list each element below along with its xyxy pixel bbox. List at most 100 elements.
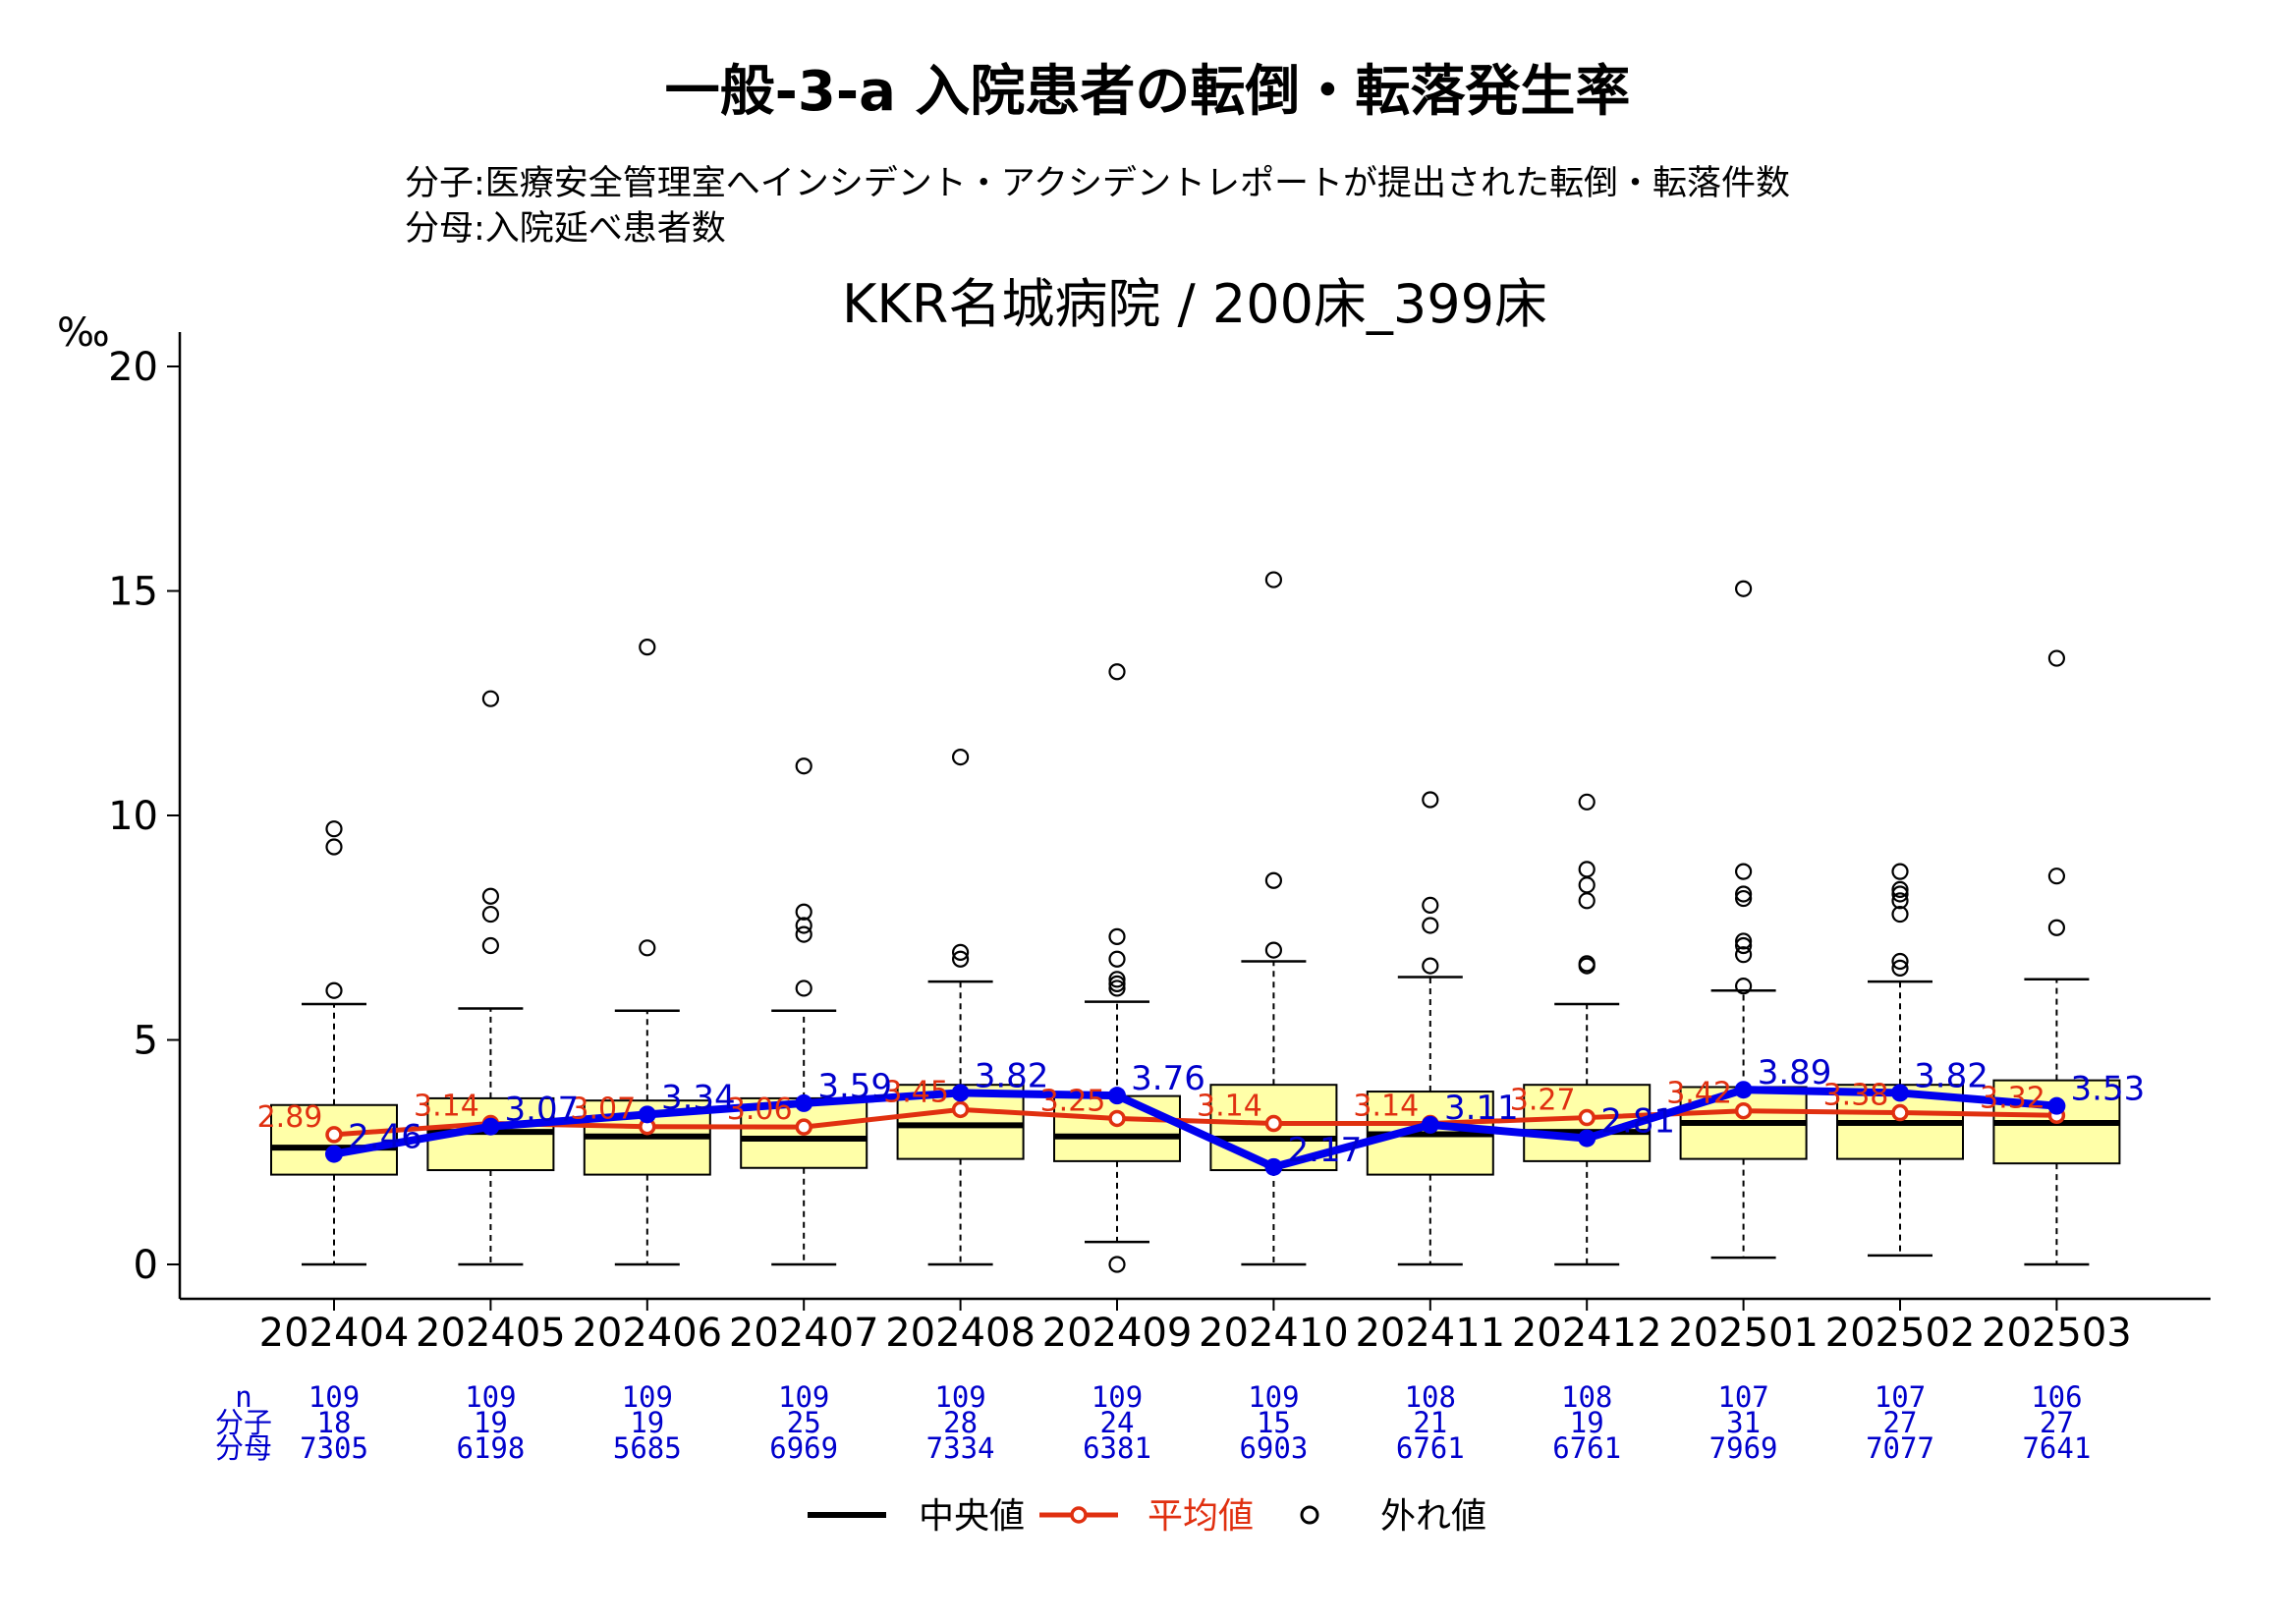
hospital-point: [1108, 1087, 1126, 1105]
boxplot-202411: [1366, 791, 1494, 1266]
table-cell: 28: [943, 1406, 978, 1439]
outlier-point: [1578, 861, 1596, 878]
mean-value-label: 3.42: [1666, 1077, 1732, 1111]
mean-value-label: 3.06: [727, 1092, 793, 1127]
hospital-value-label: 3.11: [1444, 1089, 1519, 1128]
outlier-point: [1891, 863, 1909, 880]
table-cell: 7969: [1709, 1431, 1778, 1465]
mean-value-label: 3.45: [883, 1075, 949, 1109]
outlier-point: [1108, 971, 1126, 988]
outlier-point: [1891, 905, 1909, 924]
outlier-point: [481, 905, 499, 924]
table-cell: 108: [1561, 1380, 1612, 1414]
table-row-label: n: [235, 1380, 252, 1414]
outlier-point: [1108, 950, 1126, 968]
outlier-point: [1578, 876, 1596, 894]
outlier-point: [1264, 941, 1283, 959]
outlier-point: [1422, 917, 1439, 934]
table-cell: 106: [2031, 1380, 2082, 1414]
x-tick-label: 202407: [729, 1311, 879, 1356]
outlier-point: [1734, 580, 1753, 597]
outlier-point: [795, 925, 812, 943]
hospital-value-label: 3.89: [1758, 1053, 1832, 1092]
x-tick-label: 202411: [1355, 1311, 1505, 1356]
x-tick-label: 202405: [416, 1311, 566, 1356]
hospital-value-label: 2.81: [1600, 1102, 1675, 1142]
outlier-point: [1734, 978, 1753, 995]
legend-outlier-swatch: [1300, 1505, 1319, 1525]
table-cell: 6761: [1552, 1431, 1621, 1465]
mean-value-label: 3.14: [1197, 1090, 1262, 1124]
outlier-point: [1734, 936, 1753, 955]
outlier-point: [1578, 793, 1596, 811]
hospital-point: [1891, 1084, 1909, 1102]
hospital-value-label: 3.53: [2071, 1070, 2146, 1109]
mean-value-label: 3.32: [1980, 1081, 2045, 1115]
legend-outlier-label: 外れ値: [1380, 1496, 1486, 1537]
outlier-point: [2047, 868, 2065, 885]
hospital-point: [1734, 1081, 1753, 1099]
legend-mean-swatch-point: [1070, 1506, 1088, 1524]
outlier-point: [951, 748, 970, 766]
table-cell: 109: [308, 1380, 360, 1414]
table-cell: 7077: [1866, 1431, 1934, 1465]
boxplot-202404: [270, 820, 398, 1266]
outlier-point: [481, 690, 499, 707]
boxplot-202412: [1523, 793, 1652, 1266]
mean-point: [325, 1126, 343, 1144]
x-tick-label: 202410: [1199, 1311, 1349, 1356]
hospital-value-label: 3.76: [1131, 1059, 1205, 1098]
table-cell: 19: [1570, 1406, 1604, 1439]
hospital-value-label: 3.82: [1914, 1056, 1988, 1095]
mean-point: [1891, 1103, 1909, 1122]
subtitle-numerator: 分子:医療安全管理室へインシデント・アクシデントレポートが提出された転倒・転落件…: [405, 164, 1790, 203]
outlier-point: [1891, 959, 1909, 977]
x-tick-label: 202502: [1825, 1311, 1976, 1356]
table-cell: 108: [1405, 1380, 1456, 1414]
table-cell: 107: [1717, 1380, 1768, 1414]
y-axis-unit-label: ‰: [57, 310, 110, 356]
table-cell: 7641: [2022, 1431, 2091, 1465]
boxplot-202408: [896, 748, 1025, 1266]
outlier-point: [951, 943, 970, 961]
table-cell: 107: [1875, 1380, 1926, 1414]
outlier-point: [1264, 871, 1283, 889]
y-tick-label: 20: [108, 345, 158, 390]
outlier-point: [1422, 896, 1439, 915]
chart-title: 一般-3-a 入院患者の転倒・転落発生率: [665, 60, 1631, 124]
table-cell: 109: [934, 1380, 985, 1414]
y-tick-label: 15: [108, 570, 158, 615]
x-tick-label: 202408: [885, 1311, 1036, 1356]
outlier-point: [1891, 880, 1909, 899]
table-cell: 24: [1100, 1406, 1135, 1439]
table-cell: 27: [1883, 1406, 1918, 1439]
table-cell: 15: [1257, 1406, 1291, 1439]
hospital-line: [333, 1086, 2057, 1171]
hospital-value-label: 3.59: [817, 1067, 892, 1106]
mean-value-label: 3.14: [414, 1090, 479, 1124]
hospital-point: [795, 1093, 813, 1112]
table-cell: 7305: [300, 1431, 368, 1465]
boxplot-202501: [1679, 580, 1808, 1260]
outlier-point: [325, 838, 343, 856]
x-tick-label: 202409: [1042, 1311, 1193, 1356]
outlier-point: [639, 639, 656, 656]
outlier-point: [1891, 892, 1909, 910]
outlier-point: [1108, 663, 1126, 681]
outlier-point: [1108, 927, 1126, 945]
boxplot-202407: [740, 757, 868, 1266]
outlier-point: [1734, 932, 1753, 950]
outlier-point: [1422, 791, 1439, 809]
x-tick-label: 202503: [1982, 1311, 2132, 1356]
table-row-label: 分子: [215, 1406, 272, 1439]
outlier-point: [2047, 919, 2065, 936]
outlier-point: [325, 981, 343, 999]
outlier-point: [1108, 975, 1126, 992]
mean-value-label: 2.89: [257, 1100, 323, 1135]
outlier-point: [481, 887, 499, 905]
outlier-point: [1108, 1256, 1126, 1273]
table-cell: 6969: [769, 1431, 838, 1465]
x-tick-label: 202412: [1512, 1311, 1662, 1356]
hospital-value-label: 3.82: [975, 1056, 1049, 1095]
hospital-point: [1421, 1115, 1439, 1134]
